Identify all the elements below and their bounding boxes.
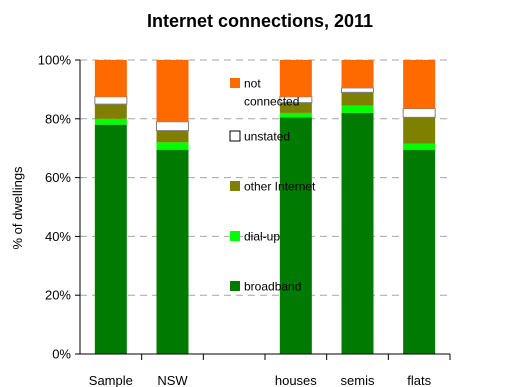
bar-segment-dial-up — [94, 118, 127, 125]
bar-segment-other-internet — [94, 104, 127, 119]
y-axis-label: % of dwellings — [10, 166, 25, 250]
x-tick-label: NSW — [157, 373, 188, 387]
legend-entry-unstated: unstated — [229, 130, 290, 144]
bar-segment-not-connected — [341, 60, 374, 88]
legend-label: unstated — [244, 130, 290, 144]
bar-segment-other-internet — [156, 130, 189, 143]
legend-entry-dial-up: dial-up — [230, 230, 280, 244]
y-tick-label: 80% — [45, 111, 71, 126]
axes — [75, 59, 451, 360]
bar-segment-dial-up — [403, 143, 436, 150]
bar-segment-other-internet — [341, 92, 374, 106]
legend-swatch — [229, 130, 241, 142]
bar-segment-broadband — [341, 112, 374, 354]
legend-swatch — [230, 78, 240, 88]
bar-segment-not-connected — [94, 60, 127, 97]
bar-segment-other-internet — [403, 117, 436, 144]
legend-entry-broadband: broadband — [230, 280, 301, 294]
bar-segment-broadband — [403, 149, 436, 354]
legend-label: other Internet — [244, 180, 316, 194]
x-tick-label: houses — [275, 373, 317, 387]
legend-label: not — [244, 77, 261, 91]
y-tick-label: 20% — [45, 288, 71, 303]
legend-label: connected — [244, 95, 299, 109]
y-tick-labels: 0% 20% 40% 60% 80% 100% — [38, 53, 72, 362]
bar-segment-broadband — [279, 117, 312, 354]
bar-segment-unstated — [341, 87, 374, 93]
bar-segment-broadband — [94, 124, 127, 355]
y-tick-label: 100% — [38, 53, 72, 68]
bar-segment-unstated — [156, 121, 189, 132]
legend: not connected unstated other Internet dial-u… — [229, 77, 316, 294]
bar-segment-dial-up — [279, 112, 312, 118]
bar-segment-other-internet — [279, 102, 312, 113]
legend-label: broadband — [244, 280, 301, 294]
bar-segment-dial-up — [341, 105, 374, 113]
x-tick-label: flats — [407, 373, 431, 387]
legend-label: dial-up — [244, 230, 280, 244]
legend-swatch — [230, 281, 240, 291]
legend-entry-other-internet: other Internet — [230, 180, 316, 194]
bar-segment-broadband — [156, 149, 189, 354]
x-tick-labels: Sample NSW houses semis flats — [89, 373, 432, 387]
bar-segment-unstated — [402, 108, 436, 118]
bar-segment-unstated — [94, 96, 128, 105]
legend-entry-not-connected: not connected — [230, 77, 299, 109]
legend-swatch — [230, 181, 240, 191]
y-tick-label: 0% — [52, 347, 71, 362]
bar-segment-not-connected — [403, 60, 436, 109]
bar-segment-not-connected — [156, 60, 189, 122]
bars — [94, 60, 436, 355]
bar-segment-dial-up — [156, 142, 189, 150]
legend-swatch — [230, 231, 240, 241]
gridlines — [80, 59, 450, 296]
y-tick-label: 40% — [45, 229, 71, 244]
x-tick-label: semis — [341, 373, 375, 387]
bar-segment-not-connected — [279, 60, 312, 97]
x-tick-label: Sample — [89, 373, 133, 387]
y-tick-label: 60% — [45, 170, 71, 185]
chart-title: Internet connections, 2011 — [147, 11, 373, 31]
